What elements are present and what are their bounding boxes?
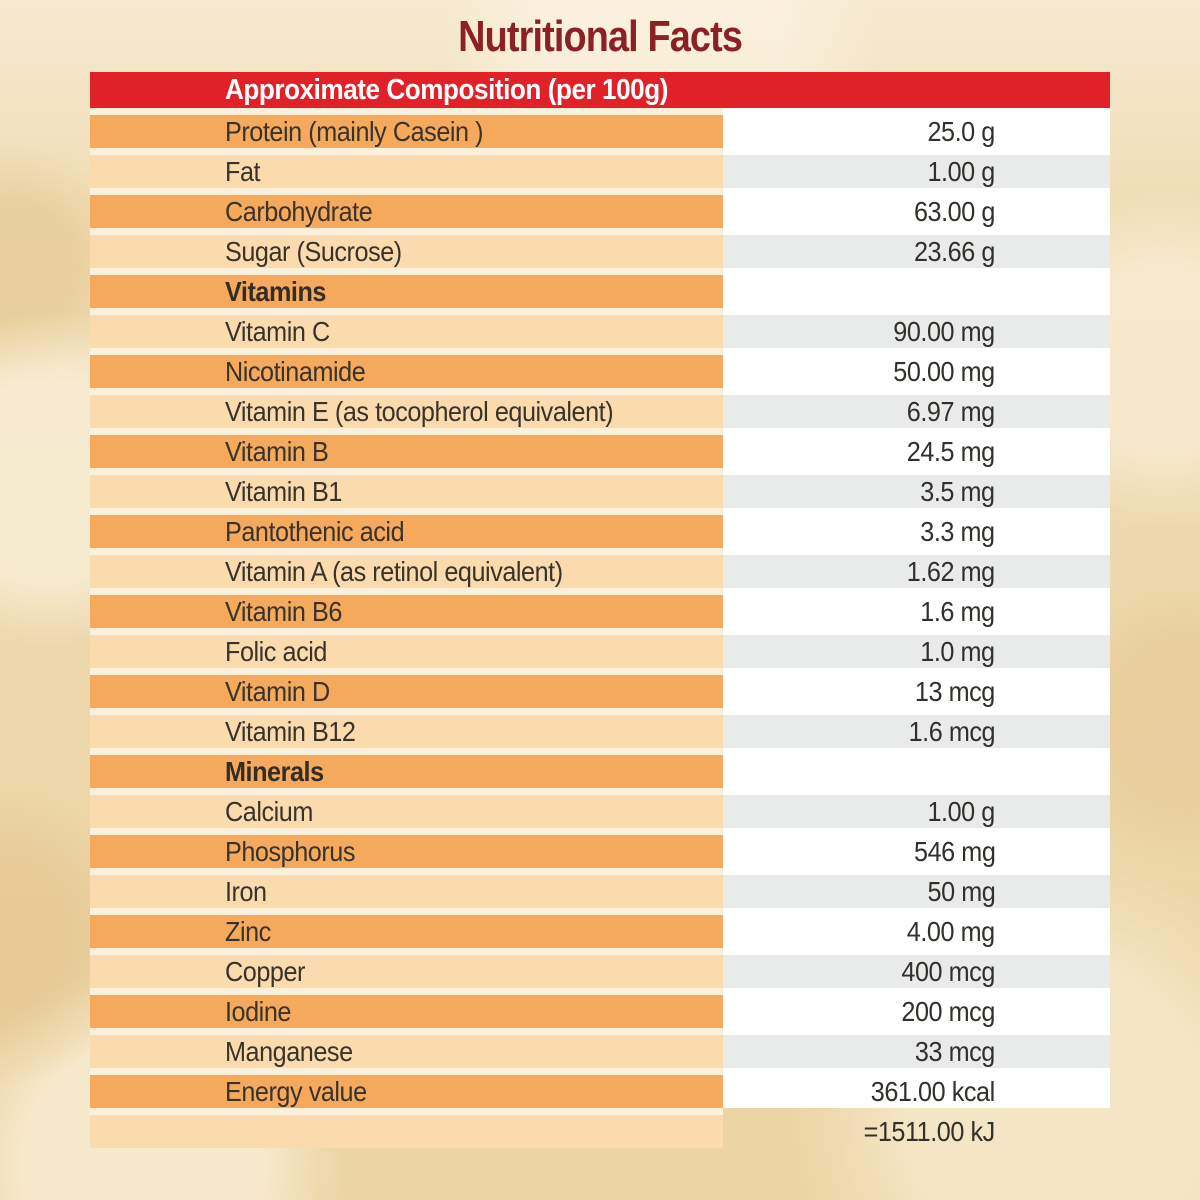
row-label: Vitamin E (as tocopherol equivalent) (90, 388, 723, 428)
row-label: Nicotinamide (90, 348, 723, 388)
row-label: Iodine (90, 988, 723, 1028)
table-row: Vitamin B6 1.6 mg (90, 588, 1110, 628)
row-value: 23.66 g (723, 228, 1110, 268)
table-row: Manganese 33 mcg (90, 1028, 1110, 1068)
table-row: Carbohydrate 63.00 g (90, 188, 1110, 228)
row-label: Manganese (90, 1028, 723, 1068)
table-row: Pantothenic acid 3.3 mg (90, 508, 1110, 548)
row-value: 6.97 mg (723, 388, 1110, 428)
row-label: Fat (90, 148, 723, 188)
row-value: 3.3 mg (723, 508, 1110, 548)
nutrition-facts-table: Approximate Composition (per 100g) Prote… (90, 72, 1110, 1148)
row-value: 546 mg (723, 828, 1110, 868)
row-value: 400 mcg (723, 948, 1110, 988)
row-label: Vitamin B12 (90, 708, 723, 748)
row-label (90, 1108, 723, 1148)
table-row: Vitamin D 13 mcg (90, 668, 1110, 708)
row-label: Iron (90, 868, 723, 908)
page-title: Nutritional Facts (0, 12, 1200, 62)
row-value: 24.5 mg (723, 428, 1110, 468)
row-label: Pantothenic acid (90, 508, 723, 548)
page-title-text: Nutritional Facts (458, 12, 743, 61)
row-value: 90.00 mg (723, 308, 1110, 348)
row-label: Copper (90, 948, 723, 988)
table-header-label: Approximate Composition (per 100g) (225, 74, 668, 106)
table-row: Fat 1.00 g (90, 148, 1110, 188)
row-label: Vitamin B1 (90, 468, 723, 508)
row-value: 25.0 g (723, 108, 1110, 148)
row-value: 361.00 kcal (723, 1068, 1110, 1108)
row-value: 13 mcg (723, 668, 1110, 708)
table-row: Zinc 4.00 mg (90, 908, 1110, 948)
row-label: Folic acid (90, 628, 723, 668)
table-row: Iodine 200 mcg (90, 988, 1110, 1028)
table-row: Vitamin A (as retinol equivalent) 1.62 mg (90, 548, 1110, 588)
row-value: 3.5 mg (723, 468, 1110, 508)
row-label: Carbohydrate (90, 188, 723, 228)
row-value: =1511.00 kJ (863, 1116, 996, 1147)
row-value (723, 268, 1110, 308)
row-label: Vitamin D (90, 668, 723, 708)
table-row: Protein (mainly Casein ) 25.0 g (90, 108, 1110, 148)
row-value: 1.62 mg (723, 548, 1110, 588)
table-row: Folic acid 1.0 mg (90, 628, 1110, 668)
table-row: Nicotinamide 50.00 mg (90, 348, 1110, 388)
table-row: Minerals (90, 748, 1110, 788)
table-row: Energy value 361.00 kcal (90, 1068, 1110, 1108)
row-label: Vitamin C (90, 308, 723, 348)
row-value: 1.6 mcg (723, 708, 1110, 748)
table-row: Copper 400 mcg (90, 948, 1110, 988)
row-value: 33 mcg (723, 1028, 1110, 1068)
row-value: 50 mg (723, 868, 1110, 908)
table-row: Calcium 1.00 g (90, 788, 1110, 828)
table-row: Vitamin B 24.5 mg (90, 428, 1110, 468)
row-label: Zinc (90, 908, 723, 948)
table-row: Vitamins (90, 268, 1110, 308)
table-row: Iron 50 mg (90, 868, 1110, 908)
row-value: 1.00 g (723, 148, 1110, 188)
table-row: Vitamin C 90.00 mg (90, 308, 1110, 348)
table-row: Phosphorus 546 mg (90, 828, 1110, 868)
row-value: 4.00 mg (723, 908, 1110, 948)
row-value: 1.0 mg (723, 628, 1110, 668)
row-label: Vitamin B (90, 428, 723, 468)
row-label: Vitamin A (as retinol equivalent) (90, 548, 723, 588)
table-row: Vitamin B1 3.5 mg (90, 468, 1110, 508)
table-header-bar: Approximate Composition (per 100g) (90, 72, 1110, 108)
row-value (723, 748, 1110, 788)
row-value: 1.00 g (723, 788, 1110, 828)
row-value: 63.00 g (723, 188, 1110, 228)
row-value: 1.6 mg (723, 588, 1110, 628)
table-row: =1511.00 kJ (90, 1108, 1110, 1148)
row-label: Vitamin B6 (90, 588, 723, 628)
table-row: Vitamin B12 1.6 mcg (90, 708, 1110, 748)
row-label: Energy value (90, 1068, 723, 1108)
row-label: Phosphorus (90, 828, 723, 868)
table-row: Vitamin E (as tocopherol equivalent) 6.97… (90, 388, 1110, 428)
row-value: 50.00 mg (723, 348, 1110, 388)
row-label: Calcium (90, 788, 723, 828)
row-value: 200 mcg (723, 988, 1110, 1028)
row-label: Minerals (90, 748, 723, 788)
row-label: Sugar (Sucrose) (90, 228, 723, 268)
table-row: Sugar (Sucrose) 23.66 g (90, 228, 1110, 268)
row-label: Protein (mainly Casein ) (90, 108, 723, 148)
row-label: Vitamins (90, 268, 723, 308)
